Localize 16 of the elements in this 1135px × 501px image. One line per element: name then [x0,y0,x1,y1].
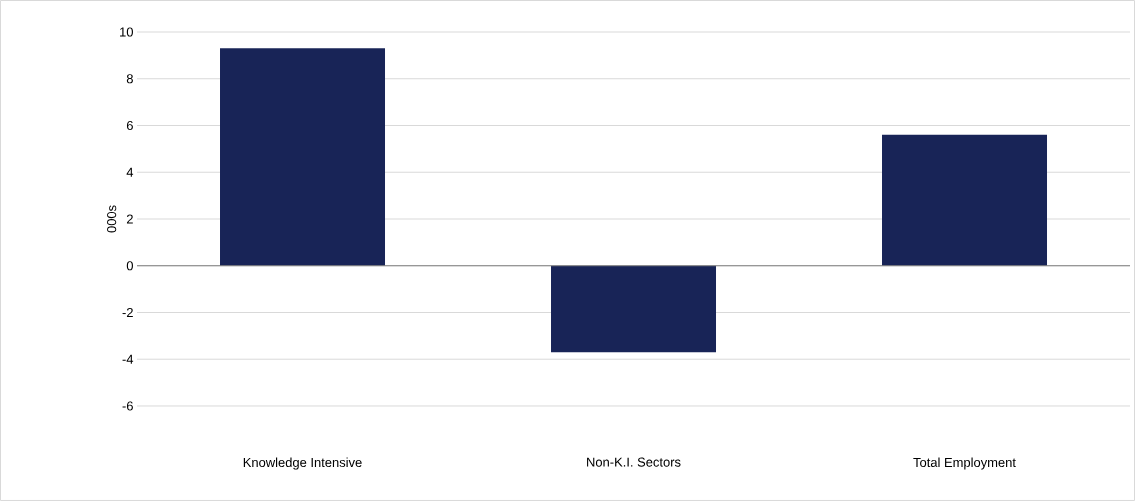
x-tick-label: Total Employment [913,457,1016,470]
x-tick-label: Knowledge Intensive [243,457,362,470]
y-tick-label: 4 [126,167,134,177]
y-tick-label: 2 [126,214,133,224]
bar [551,265,717,353]
bar [220,48,386,266]
y-tick-label: 0 [126,261,133,271]
y-tick-label: -4 [122,354,134,364]
y-tick-label: -6 [122,401,133,411]
y-tick-label: 10 [120,27,133,37]
bar [882,134,1048,266]
x-tick-label: Non-K.I. Sectors [587,457,681,467]
y-tick-label: -2 [122,307,133,318]
y-tick-label: 6 [126,120,133,131]
y-tick-label: 8 [126,74,133,84]
y-axis-title: 000s [107,205,117,233]
